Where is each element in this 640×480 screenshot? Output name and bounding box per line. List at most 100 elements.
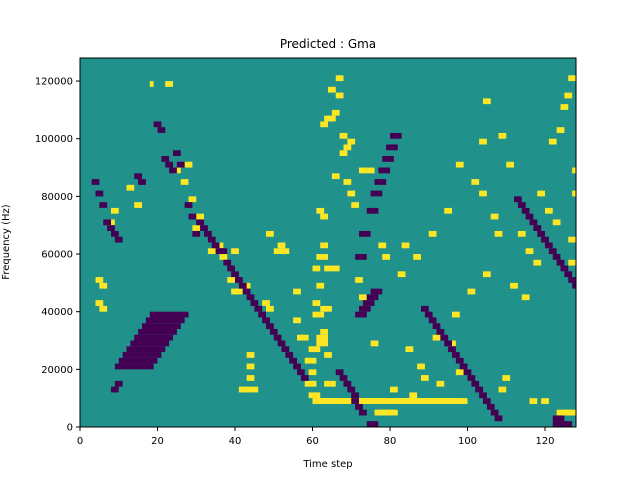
high-value-cell-109 xyxy=(483,271,491,278)
high-value-cell-10 xyxy=(320,305,332,312)
y-tick-label: 120000 xyxy=(35,77,73,88)
low-value-cell-98 xyxy=(455,357,464,364)
high-value-cell-39 xyxy=(277,242,286,249)
high-value-cell-31 xyxy=(568,409,576,416)
high-value-cell-91 xyxy=(494,230,503,237)
high-value-cell-54 xyxy=(188,196,197,203)
low-value-cell-122 xyxy=(564,271,573,278)
high-value-cell-98 xyxy=(568,75,576,82)
high-value-cell-23 xyxy=(374,409,383,416)
high-value-cell-56 xyxy=(196,213,204,220)
low-value-cell-24 xyxy=(122,352,162,358)
low-value-cell-90 xyxy=(424,311,433,318)
high-value-cell-45 xyxy=(95,277,104,283)
high-value-cell-21 xyxy=(320,213,328,220)
high-value-cell-129 xyxy=(347,190,356,197)
high-value-cell-66 xyxy=(266,305,274,312)
high-value-cell-19 xyxy=(312,265,321,272)
low-value-cell-103 xyxy=(475,386,483,393)
low-value-cell-80 xyxy=(300,375,309,381)
high-value-cell-70 xyxy=(300,334,309,341)
low-value-cell-97 xyxy=(452,352,460,358)
y-axis-label: Frequency (Hz) xyxy=(1,204,12,280)
low-value-cell-110 xyxy=(517,202,526,208)
low-value-cell-26 xyxy=(130,340,170,347)
high-value-cell-117 xyxy=(568,236,576,243)
low-value-cell-96 xyxy=(448,346,456,353)
low-value-cell-6 xyxy=(552,415,561,422)
high-value-cell-33 xyxy=(242,386,251,393)
high-value-cell-79 xyxy=(359,167,367,174)
low-value-cell-117 xyxy=(545,242,553,249)
low-value-cell-46 xyxy=(165,161,173,168)
high-value-cell-47 xyxy=(95,300,104,306)
high-value-cell-128 xyxy=(343,179,352,185)
low-value-cell-102 xyxy=(471,380,480,387)
low-value-cell-10 xyxy=(362,300,375,306)
low-value-cell-19 xyxy=(382,156,394,162)
low-value-cell-79 xyxy=(297,369,305,376)
high-value-cell-95 xyxy=(556,127,565,133)
low-value-cell-99 xyxy=(459,363,468,370)
high-value-cell-13 xyxy=(316,340,329,347)
x-tick-label: 20 xyxy=(151,436,164,447)
low-value-cell-78 xyxy=(293,363,301,370)
high-value-cell-76 xyxy=(335,75,344,82)
low-value-cell-12 xyxy=(370,288,383,295)
low-value-cell-51 xyxy=(188,213,197,220)
low-value-cell-2 xyxy=(552,421,561,427)
low-value-cell-14 xyxy=(359,230,371,237)
low-value-cell-13 xyxy=(355,254,367,260)
low-value-cell-68 xyxy=(254,305,263,312)
x-tick-label: 0 xyxy=(77,436,83,447)
high-value-cell-107 xyxy=(452,311,460,318)
high-value-cell-135 xyxy=(397,271,406,278)
low-value-cell-112 xyxy=(525,213,534,220)
high-value-cell-140 xyxy=(409,392,418,399)
high-value-cell-101 xyxy=(502,375,511,381)
high-value-cell-43 xyxy=(107,219,115,226)
high-value-cell-59 xyxy=(219,254,228,260)
x-tick-label: 120 xyxy=(535,436,554,447)
low-value-cell-36 xyxy=(99,202,108,208)
high-value-cell-136 xyxy=(405,346,414,353)
low-value-cell-29 xyxy=(142,323,181,329)
low-value-cell-20 xyxy=(386,144,398,151)
low-value-cell-42 xyxy=(138,179,146,185)
high-value-cell-55 xyxy=(192,225,201,231)
high-value-cell-60 xyxy=(227,277,235,283)
high-value-cell-86 xyxy=(444,207,452,214)
low-value-cell-0 xyxy=(366,421,375,427)
low-value-cell-87 xyxy=(355,403,363,410)
low-value-cell-61 xyxy=(227,265,235,272)
high-value-cell-58 xyxy=(215,242,224,249)
high-value-cell-120 xyxy=(552,219,561,226)
low-value-cell-107 xyxy=(490,409,499,416)
low-value-cell-32 xyxy=(111,386,119,393)
high-value-cell-111 xyxy=(479,138,487,145)
low-value-cell-114 xyxy=(533,225,542,231)
plot-area xyxy=(80,58,577,427)
y-tick-label: 40000 xyxy=(41,307,73,318)
low-value-cell-11 xyxy=(366,294,379,301)
low-value-cell-43 xyxy=(153,121,162,128)
high-value-cell-97 xyxy=(564,92,573,99)
high-value-cell-25 xyxy=(382,409,390,416)
low-value-cell-121 xyxy=(560,265,569,272)
low-value-cell-93 xyxy=(436,328,445,335)
y-tick-label: 80000 xyxy=(41,192,73,203)
low-value-cell-70 xyxy=(262,317,270,324)
high-value-cell-115 xyxy=(541,398,549,404)
low-value-cell-38 xyxy=(107,225,115,231)
low-value-cell-31 xyxy=(149,311,189,318)
low-value-cell-4 xyxy=(560,421,569,427)
high-value-cell-105 xyxy=(448,340,456,347)
low-value-cell-15 xyxy=(366,207,379,214)
low-value-cell-22 xyxy=(114,363,154,370)
y-tick-label: 100000 xyxy=(35,134,73,145)
low-value-cell-44 xyxy=(157,127,166,133)
low-value-cell-88 xyxy=(359,409,367,416)
high-value-cell-15 xyxy=(312,311,325,318)
low-value-cell-7 xyxy=(556,415,565,422)
low-value-cell-40 xyxy=(114,236,123,243)
